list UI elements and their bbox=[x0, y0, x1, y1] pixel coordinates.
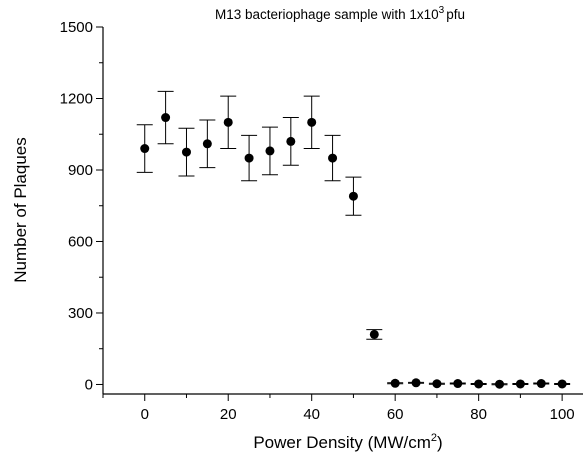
data-point bbox=[303, 95, 320, 150]
y-axis-ticks: 0 300 600 900 1200 1500 bbox=[60, 19, 103, 393]
data-point bbox=[387, 378, 404, 388]
marker bbox=[515, 379, 525, 389]
marker bbox=[265, 146, 275, 156]
x-axis-ticks: 0 20 40 60 80 100 bbox=[102, 394, 575, 423]
data-point bbox=[136, 124, 153, 173]
marker bbox=[140, 144, 150, 154]
data-point bbox=[261, 126, 278, 176]
x-tick-label: 80 bbox=[470, 406, 487, 423]
data-point bbox=[199, 119, 216, 169]
data-point bbox=[554, 379, 571, 389]
y-tick-label: 600 bbox=[68, 233, 93, 250]
x-tick-label: 40 bbox=[303, 406, 320, 423]
data-point bbox=[157, 90, 174, 145]
data-point bbox=[241, 134, 258, 182]
marker bbox=[474, 379, 484, 389]
data-point bbox=[324, 134, 341, 182]
data-point bbox=[408, 378, 425, 388]
y-axis-title: Number of Plaques bbox=[11, 137, 30, 283]
data-point bbox=[366, 329, 383, 340]
y-tick-label: 0 bbox=[85, 376, 93, 393]
marker bbox=[557, 379, 567, 389]
data-points bbox=[136, 90, 571, 389]
x-tick-label: 100 bbox=[550, 406, 575, 423]
marker bbox=[348, 191, 358, 201]
data-point bbox=[470, 379, 487, 389]
data-point bbox=[533, 379, 550, 389]
x-tick-label: 60 bbox=[387, 406, 404, 423]
data-point bbox=[220, 95, 237, 150]
marker bbox=[202, 139, 212, 149]
marker bbox=[453, 379, 463, 389]
chart-title: M13 bacteriophage sample with 1x103 pfu bbox=[215, 5, 465, 22]
y-tick-label: 1200 bbox=[60, 90, 93, 107]
marker bbox=[495, 379, 505, 389]
data-point bbox=[178, 127, 195, 177]
y-tick-label: 300 bbox=[68, 305, 93, 322]
marker bbox=[181, 147, 191, 157]
data-point bbox=[449, 379, 466, 389]
x-tick-label: 0 bbox=[141, 406, 149, 423]
y-tick-label: 1500 bbox=[60, 19, 93, 36]
marker bbox=[369, 329, 379, 339]
x-tick-label: 20 bbox=[220, 406, 237, 423]
data-point bbox=[491, 379, 508, 389]
marker bbox=[161, 113, 171, 123]
y-tick-label: 900 bbox=[68, 162, 93, 179]
marker bbox=[390, 378, 400, 388]
marker bbox=[244, 153, 254, 163]
marker bbox=[411, 378, 421, 388]
data-point bbox=[345, 176, 362, 216]
x-axis-title: Power Density (MW/cm2) bbox=[253, 432, 442, 452]
marker bbox=[536, 379, 546, 389]
data-point bbox=[282, 117, 299, 166]
data-point bbox=[428, 379, 445, 389]
marker bbox=[223, 117, 233, 127]
marker bbox=[328, 153, 338, 163]
marker bbox=[432, 379, 442, 389]
axes bbox=[102, 27, 583, 395]
marker bbox=[286, 136, 296, 146]
data-point bbox=[512, 379, 529, 389]
marker bbox=[307, 117, 317, 127]
